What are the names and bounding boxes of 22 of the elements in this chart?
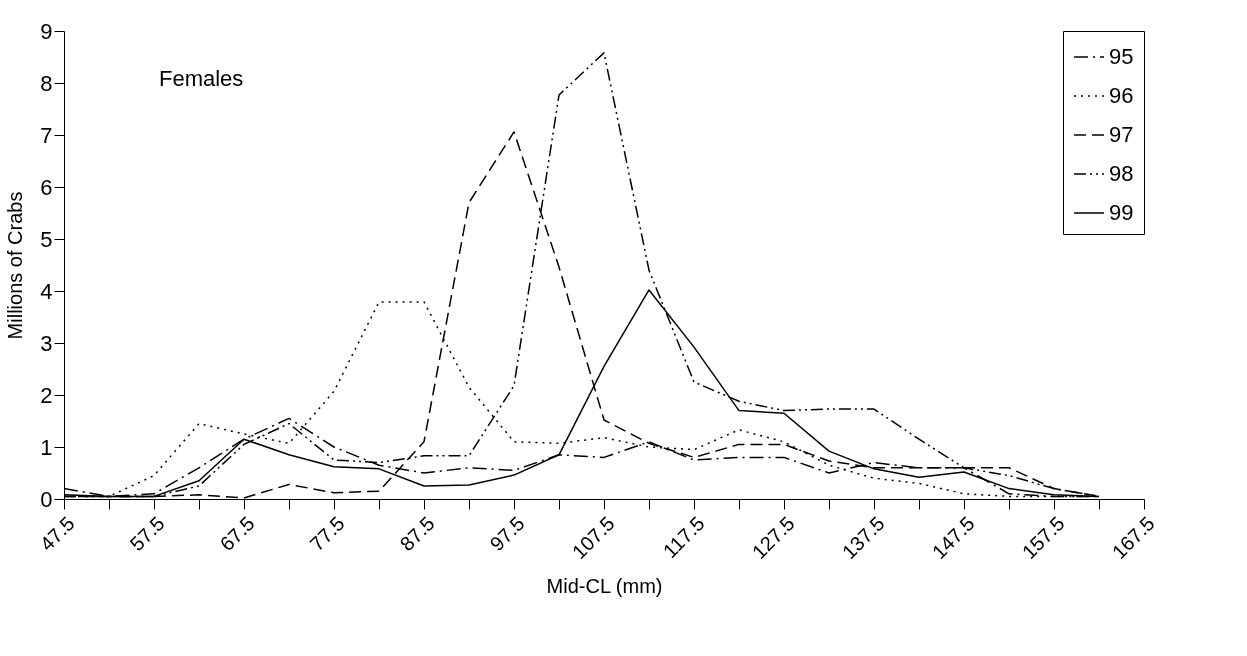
- x-axis-title: Mid-CL (mm): [546, 575, 663, 598]
- y-tick-label: 0: [40, 486, 53, 512]
- y-tick-label: 1: [40, 434, 53, 460]
- x-tick-label: 67.5: [215, 512, 259, 556]
- y-tick-label: 9: [40, 18, 53, 44]
- x-tick-label: 97.5: [485, 512, 529, 556]
- y-tick-label: 3: [40, 330, 53, 356]
- x-tick-label: 77.5: [305, 512, 349, 556]
- y-tick-label: 4: [40, 278, 53, 304]
- y-tick-label: 8: [40, 70, 53, 96]
- annotation: Females: [159, 66, 244, 91]
- y-tick-label: 7: [40, 122, 53, 148]
- y-tick-label: 6: [40, 174, 53, 200]
- legend-label: 97: [1109, 122, 1134, 147]
- legend-label: 99: [1109, 200, 1134, 225]
- y-axis-title: Millions of Crabs: [4, 191, 27, 340]
- x-tick-label: 47.5: [35, 512, 79, 556]
- y-tick-label: 5: [40, 226, 53, 252]
- legend-label: 98: [1109, 161, 1134, 186]
- y-tick-label: 2: [40, 382, 53, 408]
- legend-label: 96: [1109, 83, 1134, 108]
- legend-label: 95: [1109, 44, 1134, 69]
